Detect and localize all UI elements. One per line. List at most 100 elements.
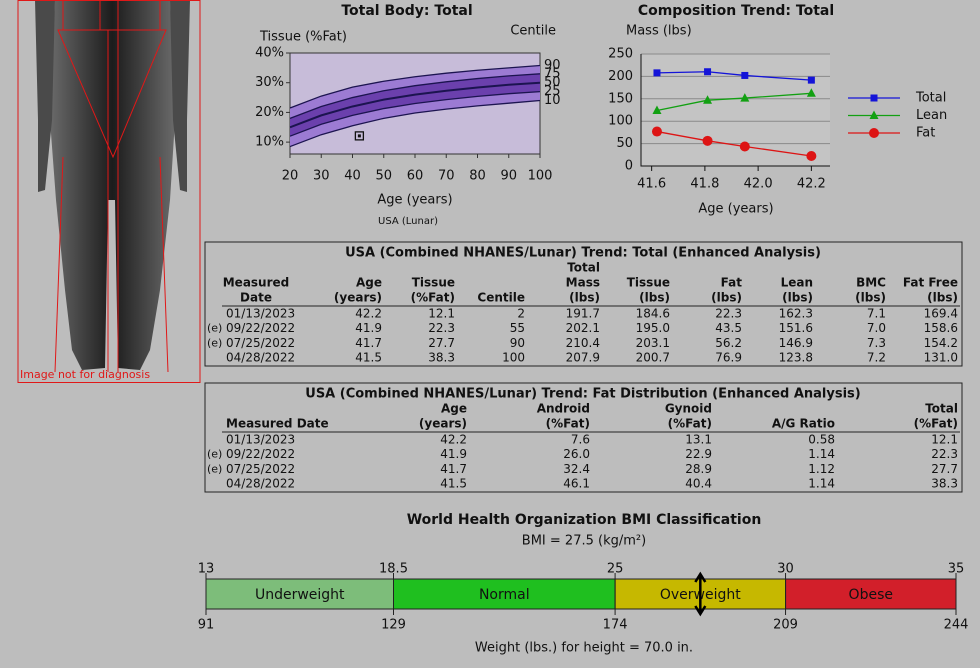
y-tick-label: 50	[616, 136, 633, 151]
column-header: (%Fat)	[668, 417, 712, 431]
table-cell: 1.12	[808, 462, 835, 476]
centile-heading: Centile	[510, 24, 556, 39]
marker-triangle	[806, 88, 816, 97]
table-cell: 27.7	[428, 336, 455, 350]
table-cell: 210.4	[566, 336, 600, 350]
y-axis-label: Mass (lbs)	[626, 24, 692, 39]
column-header: Measured	[223, 276, 290, 290]
table-cell: 43.5	[715, 321, 742, 335]
table-cell: 22.3	[931, 447, 958, 461]
table-cell: 41.5	[440, 477, 467, 491]
table-cell: 12.1	[931, 433, 958, 447]
table-cell: 154.2	[924, 336, 958, 350]
column-header: Tissue	[412, 276, 455, 290]
column-header: Total	[925, 402, 958, 416]
column-header: Fat Free	[903, 276, 958, 290]
chart-title: Composition Trend: Total	[638, 3, 834, 19]
marker-square	[704, 68, 712, 76]
column-header: Tissue	[627, 276, 670, 290]
table-cell: 100	[502, 351, 525, 365]
marker-triangle	[869, 110, 879, 119]
weight-tick-label: 209	[773, 618, 798, 633]
column-header: (years)	[419, 417, 467, 431]
column-header: Mass	[566, 276, 600, 290]
bmi-segment-label: Normal	[479, 587, 530, 603]
marker-triangle	[652, 105, 662, 115]
bmi-tick-label: 25	[607, 562, 624, 577]
marker-circle	[739, 141, 750, 152]
table-title: USA (Combined NHANES/Lunar) Trend: Total…	[345, 246, 821, 261]
marker-circle	[806, 151, 817, 162]
weight-tick-label: 244	[944, 618, 969, 633]
scan-frame	[17, 0, 201, 383]
row-flag: (e)	[207, 336, 222, 349]
table-cell: 09/22/2022	[226, 447, 295, 461]
table-cell: 32.4	[563, 462, 590, 476]
body-scan: Image not for diagnosis	[17, 0, 201, 383]
table-cell: 151.6	[779, 321, 813, 335]
table-frame	[204, 382, 963, 493]
table-cell: 07/25/2022	[226, 336, 295, 350]
table-cell: 27.7	[931, 462, 958, 476]
bmi-segment-label: Underweight	[255, 587, 345, 603]
table-cell: 207.9	[566, 351, 600, 365]
column-header: Age	[356, 276, 382, 290]
bmi-value: BMI = 27.5 (kg/m²)	[522, 534, 646, 549]
table-cell: 13.1	[685, 433, 712, 447]
x-tick-label: 60	[407, 169, 424, 184]
table-cell: 22.9	[685, 447, 712, 461]
legend-label: Lean	[916, 108, 947, 123]
column-header: Android	[537, 402, 590, 416]
table-cell: 22.3	[428, 321, 455, 335]
column-header: (lbs)	[927, 291, 958, 305]
x-tick-label: 50	[375, 169, 392, 184]
table-cell: 41.5	[355, 351, 382, 365]
row-flag: (e)	[207, 462, 222, 475]
table-cell: 40.4	[685, 477, 712, 491]
table-cell: 146.9	[779, 336, 813, 350]
table-cell: 04/28/2022	[226, 477, 295, 491]
column-header: Lean	[781, 276, 813, 290]
marker-circle	[869, 128, 879, 138]
y-tick-label: 10%	[255, 135, 284, 150]
table-cell: 169.4	[924, 307, 958, 321]
y-tick-label: 0	[625, 159, 633, 174]
bmi-tick-label: 18.5	[379, 562, 408, 577]
table-cell: 56.2	[715, 336, 742, 350]
table-cell: 09/22/2022	[226, 321, 295, 335]
trend-line	[656, 92, 812, 112]
column-header: (lbs)	[569, 291, 600, 305]
centile-label: 50	[544, 75, 561, 90]
table-cell: 26.0	[563, 447, 590, 461]
table-cell: 41.7	[355, 336, 382, 350]
table-cell: 2	[517, 307, 525, 321]
centile-line	[289, 64, 541, 109]
reference-note: USA (Lunar)	[378, 216, 438, 227]
table-cell: 04/28/2022	[226, 351, 295, 365]
column-header: Fat	[721, 276, 743, 290]
column-header: Gynoid	[665, 402, 712, 416]
y-tick-label: 30%	[255, 75, 284, 90]
table-cell: 1.14	[808, 477, 835, 491]
row-flag: (e)	[207, 322, 222, 335]
y-tick-label: 100	[608, 114, 633, 129]
marker-triangle	[703, 95, 713, 104]
x-tick-label: 41.6	[637, 177, 666, 192]
table-cell: 203.1	[636, 336, 670, 350]
table-title: USA (Combined NHANES/Lunar) Trend: Fat D…	[305, 387, 860, 402]
centile-band-inner	[290, 73, 540, 137]
table-cell: 07/25/2022	[226, 462, 295, 476]
centile-line	[289, 99, 541, 148]
weight-footer: Weight (lbs.) for height = 70.0 in.	[475, 641, 693, 656]
plot-area	[641, 54, 830, 166]
table-cell: 42.2	[440, 433, 467, 447]
centile-label: 90	[544, 58, 561, 73]
centile-label: 75	[544, 66, 561, 81]
weight-tick-label: 129	[381, 618, 406, 633]
bmi-marker	[694, 571, 707, 617]
row-flag: (e)	[207, 448, 222, 461]
column-header: A/G Ratio	[772, 417, 835, 431]
table-cell: 12.1	[428, 307, 455, 321]
column-header: Total	[567, 261, 600, 275]
column-header: (lbs)	[855, 291, 886, 305]
